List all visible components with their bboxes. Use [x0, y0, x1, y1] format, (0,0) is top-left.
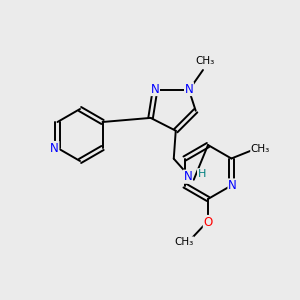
Text: H: H	[198, 169, 206, 179]
Text: CH₃: CH₃	[251, 143, 270, 154]
Text: CH₃: CH₃	[174, 237, 194, 247]
Text: N: N	[184, 82, 193, 95]
Text: N: N	[50, 142, 59, 154]
Text: N: N	[151, 82, 159, 95]
Text: CH₃: CH₃	[195, 56, 214, 66]
Text: N: N	[183, 170, 192, 183]
Text: N: N	[228, 179, 237, 192]
Text: O: O	[203, 215, 213, 229]
